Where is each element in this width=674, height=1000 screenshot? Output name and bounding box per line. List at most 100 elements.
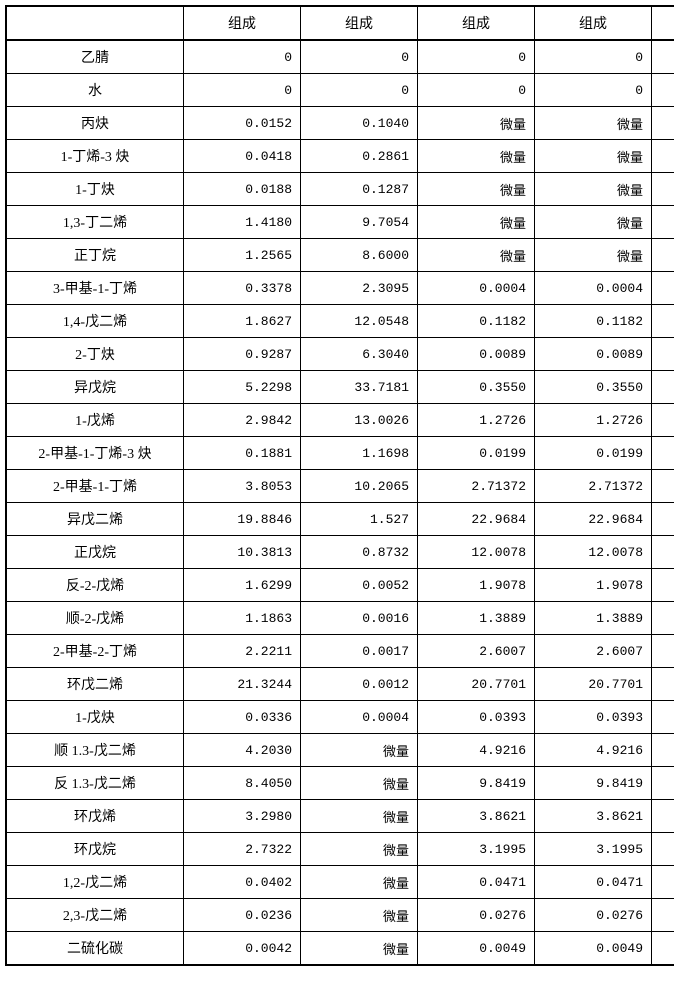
row-label: 反 1.3-戊二烯: [6, 767, 184, 800]
cell: 0.1287: [301, 173, 418, 206]
cell: 微量: [535, 107, 652, 140]
cell: 微量: [301, 734, 418, 767]
cell: 2.6007: [652, 635, 674, 668]
cell: 1.3889: [535, 602, 652, 635]
cell: 0.0471: [418, 866, 535, 899]
cell: 1.3889: [652, 602, 674, 635]
cell: 1.6299: [184, 569, 301, 602]
cell: 9.7054: [301, 206, 418, 239]
cell: 0.3550: [535, 371, 652, 404]
cell: 22.9684: [535, 503, 652, 536]
cell: 0.0276: [418, 899, 535, 932]
cell: 0.3550: [652, 371, 674, 404]
table-row: 3-甲基-1-丁烯0.33782.30950.00040.00040.0004: [6, 272, 674, 305]
cell: 微量: [535, 173, 652, 206]
cell: 0: [301, 40, 418, 74]
cell: 2.71372: [418, 470, 535, 503]
cell: 3.8621: [418, 800, 535, 833]
cell: 1.1863: [184, 602, 301, 635]
cell: 3.8621: [652, 800, 674, 833]
table-row: 1,3-丁二烯1.41809.7054微量微量微量: [6, 206, 674, 239]
cell: 0.0004: [535, 272, 652, 305]
cell: 0.0042: [184, 932, 301, 966]
table-row: 1,4-戊二烯1.862712.05480.11820.11820.1182: [6, 305, 674, 338]
cell: 0.0418: [184, 140, 301, 173]
table-row: 二硫化碳0.0042微量0.00490.00490.0049: [6, 932, 674, 966]
header-col-1: 组成: [184, 6, 301, 40]
cell: 0: [652, 74, 674, 107]
cell: 9.8419: [652, 767, 674, 800]
cell: 0.0004: [652, 272, 674, 305]
cell: 3.8053: [184, 470, 301, 503]
cell: 0.3378: [184, 272, 301, 305]
cell: 12.0078: [652, 536, 674, 569]
cell: 0.0393: [652, 701, 674, 734]
cell: 10.2065: [301, 470, 418, 503]
cell: 0.0152: [184, 107, 301, 140]
cell: 1.2726: [652, 404, 674, 437]
cell: 3.1995: [535, 833, 652, 866]
row-label: 异戊烷: [6, 371, 184, 404]
row-label: 1,2-戊二烯: [6, 866, 184, 899]
row-label: 异戊二烯: [6, 503, 184, 536]
cell: 0.0089: [535, 338, 652, 371]
cell: 微量: [652, 107, 674, 140]
cell: 2.9842: [184, 404, 301, 437]
row-label: 环戊二烯: [6, 668, 184, 701]
cell: 3.2980: [184, 800, 301, 833]
composition-table: 组成 组成 组成 组成 组成 乙腈00000水00000丙炔0.01520.10…: [5, 5, 674, 966]
cell: 9.8419: [418, 767, 535, 800]
row-label: 正戊烷: [6, 536, 184, 569]
table-row: 1-戊炔0.03360.00040.03930.03930.0393: [6, 701, 674, 734]
table-row: 正戊烷10.38130.873212.007812.007812.0078: [6, 536, 674, 569]
header-col-3: 组成: [418, 6, 535, 40]
cell: 0: [652, 40, 674, 74]
cell: 微量: [301, 800, 418, 833]
cell: 0.1182: [652, 305, 674, 338]
cell: 2.71372: [535, 470, 652, 503]
cell: 1.9078: [652, 569, 674, 602]
cell: 33.7181: [301, 371, 418, 404]
row-label: 顺-2-戊烯: [6, 602, 184, 635]
row-label: 1,3-丁二烯: [6, 206, 184, 239]
table-row: 2-丁炔0.92876.30400.00890.00890.0089: [6, 338, 674, 371]
cell: 2.7137: [652, 470, 674, 503]
table-row: 环戊烯3.2980微量3.86213.86213.8621: [6, 800, 674, 833]
cell: 3.7386: [652, 668, 674, 701]
cell: 0.0199: [418, 437, 535, 470]
cell: 微量: [418, 206, 535, 239]
table-row: 丙炔0.01520.1040微量微量微量: [6, 107, 674, 140]
cell: 1.9078: [418, 569, 535, 602]
row-label: 顺 1.3-戊二烯: [6, 734, 184, 767]
cell: 微量: [418, 107, 535, 140]
header-col-2: 组成: [301, 6, 418, 40]
header-col-5: 组成: [652, 6, 674, 40]
cell: 3.1995: [418, 833, 535, 866]
cell: 8.6000: [301, 239, 418, 272]
table-row: 2-甲基-1-丁烯-3 炔0.18811.16980.01990.01990.0…: [6, 437, 674, 470]
cell: 0: [301, 74, 418, 107]
cell: 0.0199: [535, 437, 652, 470]
table-row: 反-2-戊烯1.62990.00521.90781.90781.9078: [6, 569, 674, 602]
cell: 1.4180: [184, 206, 301, 239]
row-label: 2-甲基-1-丁烯: [6, 470, 184, 503]
cell: 0.1182: [418, 305, 535, 338]
table-row: 1,2-戊二烯0.0402微量0.04710.04710.0471: [6, 866, 674, 899]
table-row: 2-甲基-1-丁烯3.805310.20652.713722.713722.71…: [6, 470, 674, 503]
cell: 20.7701: [535, 668, 652, 701]
cell: 5.2298: [184, 371, 301, 404]
cell: 微量: [301, 932, 418, 966]
row-label: 二硫化碳: [6, 932, 184, 966]
cell: 2.3095: [301, 272, 418, 305]
table-row: 1-丁烯-3 炔0.04180.2861微量微量微量: [6, 140, 674, 173]
cell: 4.2030: [184, 734, 301, 767]
cell: 1.3889: [418, 602, 535, 635]
table-row: 乙腈00000: [6, 40, 674, 74]
cell: 0.0049: [535, 932, 652, 966]
cell: 0.3550: [418, 371, 535, 404]
cell: 0.0004: [301, 701, 418, 734]
row-label: 正丁烷: [6, 239, 184, 272]
cell: 微量: [418, 173, 535, 206]
cell: 13.0026: [301, 404, 418, 437]
cell: 12.0548: [301, 305, 418, 338]
